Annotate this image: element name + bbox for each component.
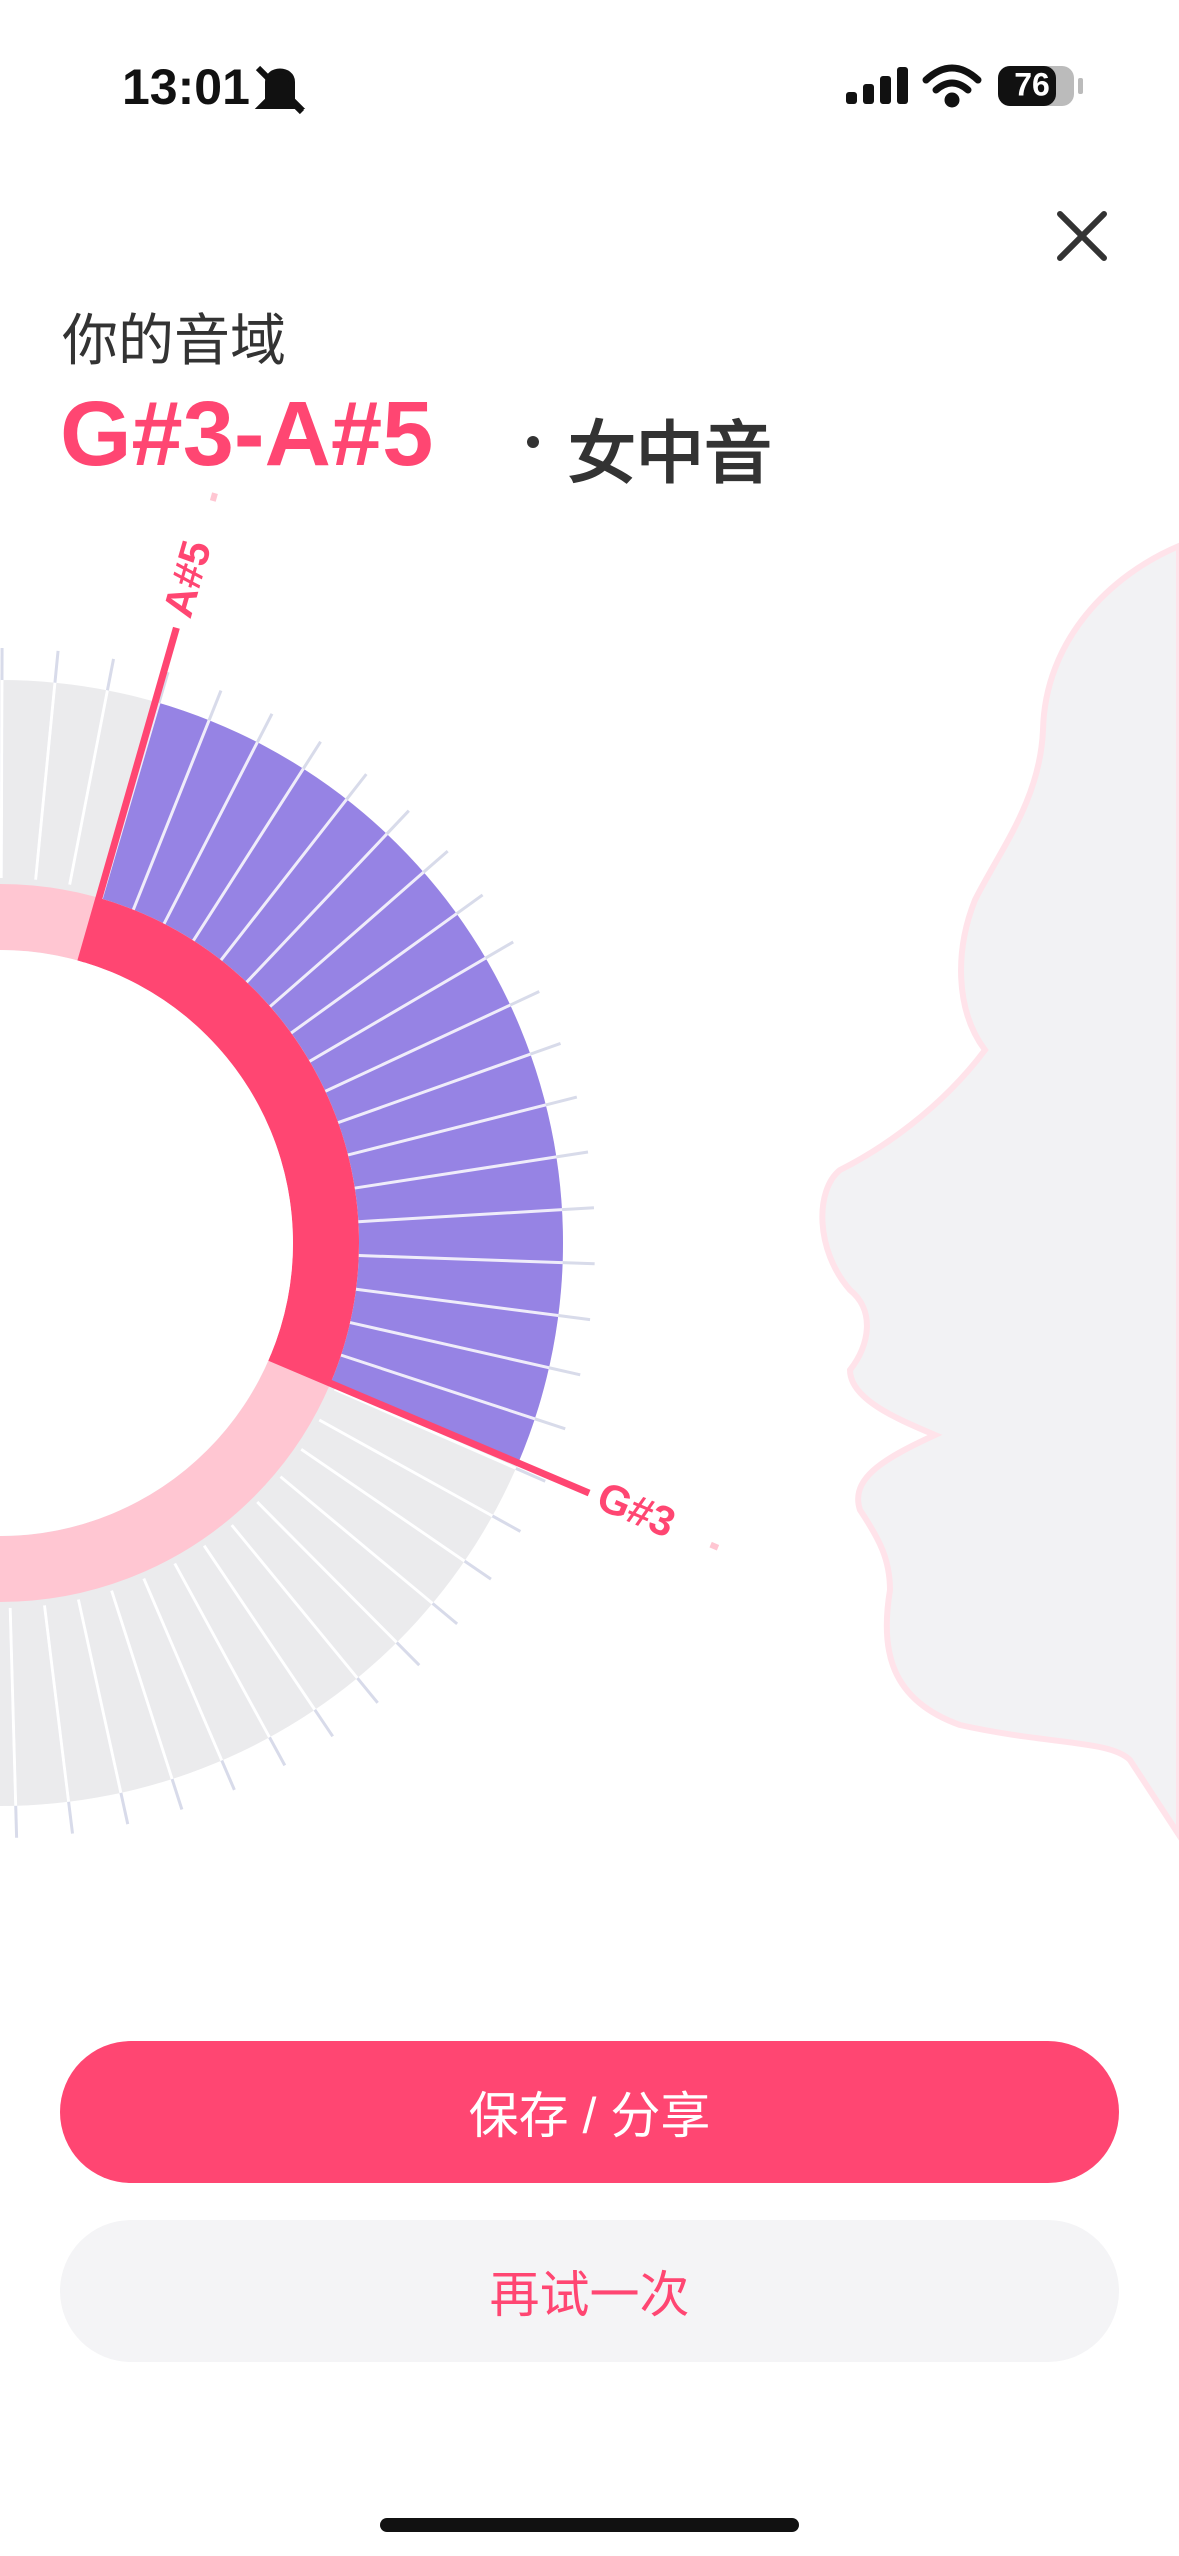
center bbox=[0, 950, 293, 1536]
subtitle: 你的音域 bbox=[62, 309, 286, 372]
tick bbox=[230, 1524, 359, 1680]
tick bbox=[110, 1590, 174, 1780]
tick bbox=[34, 682, 57, 880]
tick bbox=[202, 1544, 317, 1711]
vocal-range: G#3-A#5 bbox=[60, 383, 434, 485]
tick bbox=[162, 713, 274, 925]
tick bbox=[300, 1447, 466, 1563]
tick bbox=[131, 689, 223, 911]
tick bbox=[545, 1095, 578, 1107]
tick bbox=[256, 713, 274, 743]
pointer-tail bbox=[709, 1541, 720, 1551]
tick bbox=[192, 740, 322, 942]
tick bbox=[324, 990, 540, 1093]
tick bbox=[0, 679, 4, 879]
tick bbox=[173, 1562, 271, 1739]
range-dial: A#5 G#3 bbox=[0, 492, 720, 1838]
tick bbox=[302, 740, 322, 770]
range-label: G#3 bbox=[591, 1472, 682, 1546]
tick bbox=[279, 1475, 434, 1605]
separator-dot bbox=[527, 436, 539, 448]
close-button[interactable] bbox=[1057, 211, 1107, 261]
button-label: 再试一次 bbox=[489, 2267, 690, 2323]
tick bbox=[8, 1607, 18, 1806]
tick bbox=[455, 893, 484, 915]
voice-type: 女中音 bbox=[568, 416, 773, 492]
tick bbox=[318, 1418, 494, 1518]
tick bbox=[558, 1314, 591, 1322]
mute-icon bbox=[254, 65, 306, 115]
tick bbox=[509, 990, 540, 1007]
tick bbox=[345, 773, 368, 801]
tick bbox=[422, 849, 449, 874]
tick bbox=[245, 809, 410, 984]
tick bbox=[529, 1041, 562, 1056]
tick bbox=[42, 1605, 71, 1802]
tick bbox=[337, 1041, 562, 1124]
tick bbox=[385, 809, 410, 835]
battery-level: 76 bbox=[1014, 66, 1050, 102]
tick bbox=[358, 1254, 595, 1266]
retry-button[interactable]: 再试一次 bbox=[60, 2220, 1119, 2362]
tick bbox=[358, 1206, 595, 1224]
tick bbox=[355, 1287, 591, 1322]
tick bbox=[207, 689, 223, 721]
signal-icon bbox=[846, 67, 908, 104]
tick bbox=[349, 1321, 581, 1377]
tick bbox=[347, 1095, 578, 1157]
tick bbox=[219, 773, 368, 962]
tick bbox=[269, 849, 449, 1008]
tick bbox=[548, 1366, 581, 1377]
tick bbox=[68, 690, 109, 885]
tick bbox=[534, 1417, 566, 1431]
face-silhouette bbox=[819, 542, 1179, 1841]
wifi-icon bbox=[922, 64, 982, 108]
tick bbox=[256, 1500, 398, 1644]
tick bbox=[157, 671, 170, 704]
tick bbox=[354, 1150, 589, 1190]
range-label: A#5 bbox=[154, 535, 220, 622]
button-label: 保存 / 分享 bbox=[468, 2088, 711, 2144]
home-indicator bbox=[380, 2518, 799, 2532]
status-time: 13:01 bbox=[122, 59, 250, 115]
tick bbox=[556, 1150, 589, 1159]
range-sector bbox=[98, 701, 564, 1463]
tick bbox=[76, 1599, 123, 1794]
tick bbox=[333, 1387, 517, 1470]
save-share-button[interactable]: 保存 / 分享 bbox=[60, 2041, 1119, 2183]
tick bbox=[340, 1353, 566, 1431]
tick bbox=[142, 1577, 224, 1762]
pointer-tail bbox=[209, 492, 218, 502]
range-pointer bbox=[268, 1354, 591, 1497]
range-ring bbox=[80, 897, 359, 1384]
battery-icon bbox=[998, 66, 1083, 106]
range-pointer bbox=[77, 626, 180, 963]
tick bbox=[308, 940, 514, 1063]
tick bbox=[562, 1261, 595, 1266]
tick bbox=[290, 893, 484, 1035]
tick bbox=[561, 1206, 595, 1212]
tick bbox=[484, 940, 514, 960]
